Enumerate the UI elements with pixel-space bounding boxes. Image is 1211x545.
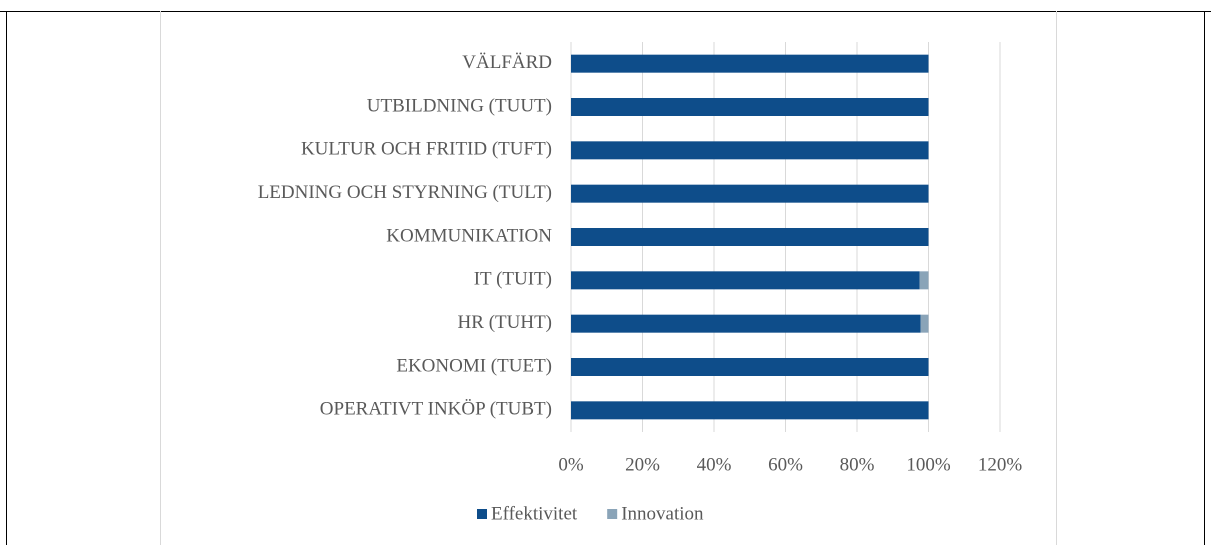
- y-tick-label: VÄLFÄRD: [462, 52, 552, 73]
- bar-segment: [571, 314, 921, 333]
- bar-segment: [571, 98, 929, 116]
- legend-swatch: [477, 509, 487, 519]
- x-tick-label: 20%: [625, 454, 660, 475]
- x-tick-label: 0%: [558, 454, 584, 475]
- x-tick-label: 60%: [768, 454, 803, 475]
- y-tick-label: KOMMUNIKATION: [386, 225, 552, 246]
- bar-segment: [571, 358, 929, 376]
- x-tick-label: 40%: [697, 454, 732, 475]
- y-tick-label: KULTUR OCH FRITID (TUFT): [301, 139, 552, 160]
- x-tick-label: 80%: [840, 454, 875, 475]
- bar-segment: [571, 141, 929, 160]
- x-tick-label: 120%: [978, 454, 1023, 475]
- bar-segment: [920, 314, 929, 333]
- bar-segment: [919, 271, 929, 290]
- bar-segment: [571, 228, 929, 246]
- legend-label: Effektivitet: [491, 503, 578, 524]
- y-tick-label: IT (TUIT): [474, 269, 552, 290]
- y-tick-label: HR (TUHT): [458, 312, 552, 333]
- y-tick-label: OPERATIVT INKÖP (TUBT): [320, 399, 552, 420]
- legend-swatch: [607, 509, 618, 519]
- x-tick-label: 100%: [906, 454, 951, 475]
- bar-segment: [571, 401, 929, 420]
- y-tick-label: EKONOMI (TUET): [396, 355, 552, 376]
- bar-segment: [571, 54, 929, 73]
- y-tick-label: UTBILDNING (TUUT): [367, 95, 552, 116]
- legend-label: Innovation: [621, 503, 704, 524]
- y-tick-label: LEDNING OCH STYRNING (TULT): [258, 182, 552, 203]
- bar-segment: [571, 184, 929, 203]
- bar-segment: [571, 271, 920, 290]
